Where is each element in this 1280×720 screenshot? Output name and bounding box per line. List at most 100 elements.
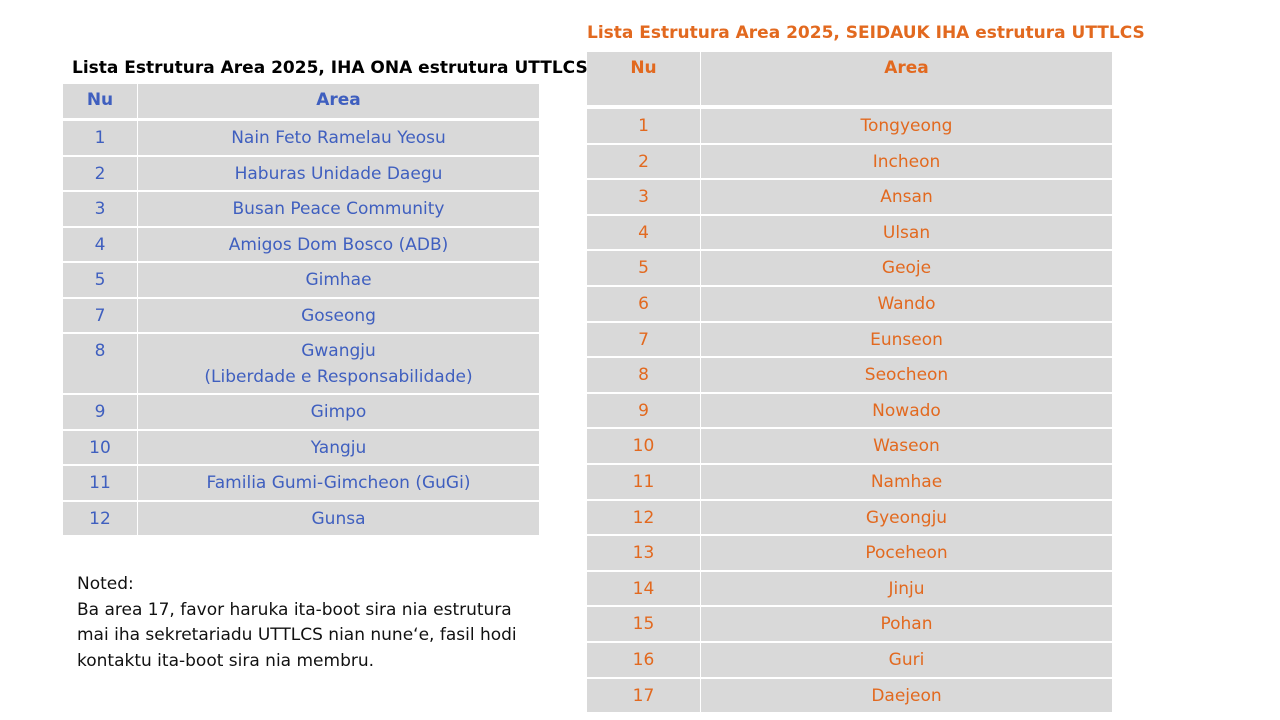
table-cell: 11 — [587, 465, 700, 499]
row-number: 17 — [632, 685, 655, 706]
area-name: Poceheon — [865, 543, 948, 564]
header-text: Nu — [630, 58, 657, 78]
note-label: Noted: — [77, 574, 134, 594]
area-name: Gimhae — [305, 270, 372, 290]
table-cell: Namhae — [701, 465, 1112, 499]
table-cell: 11 — [63, 466, 137, 500]
table-cell: 7 — [63, 298, 137, 332]
table-cell: Area — [138, 84, 539, 118]
area-name: Gwangju — [301, 341, 376, 361]
row-number: 3 — [638, 187, 649, 208]
table-cell: 14 — [587, 571, 700, 606]
table-cell: Nu — [587, 52, 700, 105]
table-cell: 17 — [587, 678, 700, 713]
table-cell: Guri — [701, 643, 1112, 677]
row-number: 2 — [638, 151, 649, 172]
area-name: Jinju — [888, 578, 925, 599]
right-title: Lista Estrutura Area 2025, SEIDAUK IHA e… — [587, 23, 1145, 43]
table-cell: Geoje — [701, 251, 1112, 285]
table-cell: Pohan — [701, 607, 1112, 641]
table-cell: Tongyeong — [701, 109, 1112, 143]
table-cell: 9 — [587, 393, 700, 428]
table-cell: 4 — [63, 227, 137, 261]
table-cell: 4 — [587, 215, 700, 250]
table-cell: Waseon — [701, 429, 1112, 463]
row-number: 12 — [632, 507, 655, 528]
table-cell: 15 — [587, 607, 700, 641]
row-number: 5 — [94, 270, 106, 290]
table-cell: 12 — [587, 500, 700, 535]
row-number: 5 — [638, 258, 649, 279]
row-number: 3 — [94, 199, 106, 219]
table-cell: Poceheon — [701, 536, 1112, 570]
area-name: Ulsan — [882, 222, 931, 243]
row-number: 6 — [638, 294, 649, 314]
table-cell: 5 — [63, 263, 137, 297]
note-line: kontaktu ita-boot sira nia membru. — [77, 650, 375, 671]
area-name: Geoje — [881, 258, 932, 279]
table-cell: 10 — [587, 429, 700, 463]
table-cell: Nowado — [701, 393, 1112, 428]
table-cell: Gimpo — [138, 395, 539, 429]
area-name: Haburas Unidade Daegu — [234, 163, 443, 184]
table-cell: Nu — [63, 84, 137, 118]
table-cell: Seocheon — [701, 358, 1112, 392]
table-cell: 10 — [63, 430, 137, 464]
row-number: 8 — [638, 365, 649, 386]
row-number: 1 — [94, 128, 106, 148]
row-number: 4 — [638, 222, 649, 243]
area-name: Eunseon — [870, 329, 943, 350]
note-line: mai iha sekretariadu UTTLCS nian nune‘e,… — [77, 625, 517, 645]
area-name: Incheon — [872, 151, 941, 172]
table-cell: Gwangju (Liberdade e Responsabilidade) — [138, 334, 539, 393]
note: Noted: Ba area 17, favor haruka ita-boot… — [77, 572, 517, 674]
table-cell: 1 — [587, 109, 700, 143]
header-text: Area — [316, 90, 361, 110]
table-cell: Yangju — [138, 430, 539, 464]
table-cell: 2 — [587, 144, 700, 179]
table-cell: 8 — [63, 334, 137, 393]
table-cell: Jinju — [701, 571, 1112, 606]
table-cell: Gunsa — [138, 501, 539, 535]
table-cell: 13 — [587, 536, 700, 570]
area-name: (Liberdade e Responsabilidade) — [204, 367, 473, 387]
area-name: Familia Gumi-Gimcheon (GuGi) — [206, 473, 471, 493]
table-cell: 9 — [63, 395, 137, 429]
area-name: Nowado — [872, 400, 941, 421]
table-cell: Ulsan — [701, 215, 1112, 250]
area-name: Gunsa — [311, 508, 366, 529]
table-cell: Busan Peace Community — [138, 192, 539, 226]
area-name: Namhae — [870, 472, 943, 492]
table-cell: Goseong — [138, 298, 539, 332]
area-name: Wando — [877, 294, 936, 314]
left-title: Lista Estrutura Area 2025, IHA ONA estru… — [72, 58, 588, 78]
table-cell: 12 — [63, 501, 137, 535]
row-number: 12 — [89, 508, 111, 529]
row-number: 8 — [94, 341, 106, 361]
row-number: 11 — [89, 473, 111, 493]
area-name: Guri — [888, 650, 925, 670]
header-text: Area — [884, 58, 929, 78]
area-name: Goseong — [301, 305, 376, 326]
area-name: Yangju — [310, 437, 367, 458]
area-name: Gimpo — [310, 402, 367, 422]
area-name: Pohan — [880, 614, 933, 635]
area-name: Daejeon — [871, 685, 942, 706]
table-cell: 7 — [587, 322, 700, 357]
area-name: Waseon — [873, 436, 940, 457]
table-cell: 8 — [587, 358, 700, 392]
row-number: 10 — [89, 437, 111, 458]
row-number: 13 — [632, 543, 655, 564]
table-cell: Daejeon — [701, 678, 1112, 713]
table-cell: Area — [701, 52, 1112, 105]
table-cell: Ansan — [701, 180, 1112, 214]
row-number: 1 — [638, 116, 649, 136]
area-name: Ansan — [880, 187, 933, 208]
table-cell: Incheon — [701, 144, 1112, 179]
row-number: 4 — [94, 234, 106, 255]
row-number: 9 — [638, 400, 649, 421]
note-line: Ba area 17, favor haruka ita-boot sira n… — [77, 599, 512, 620]
row-number: 7 — [94, 305, 106, 326]
area-name: Gyeongju — [865, 507, 948, 528]
